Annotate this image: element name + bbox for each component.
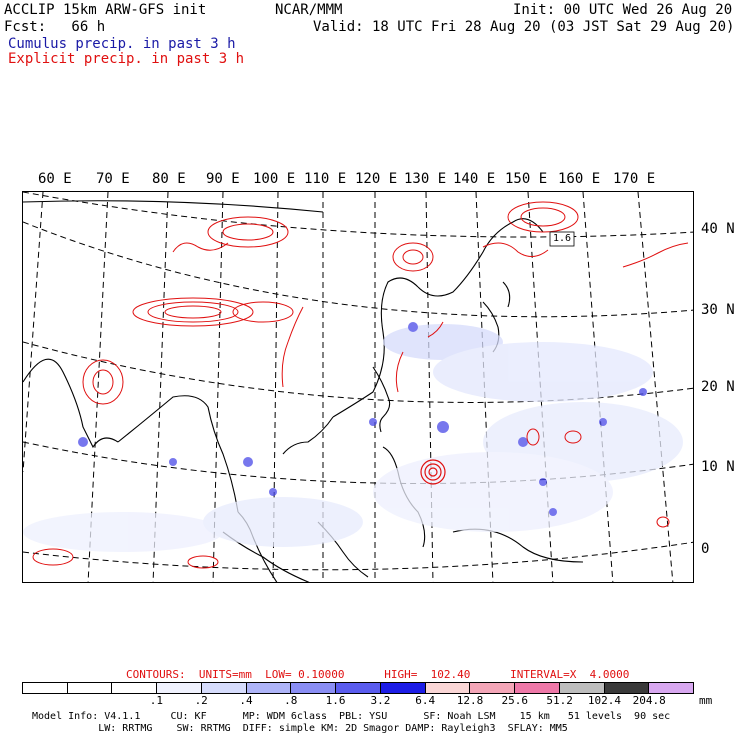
init-time: Init: 00 UTC Wed 26 Aug 20 xyxy=(513,2,733,18)
colorbar-swatch xyxy=(604,683,650,693)
forecast-hour: Fcst: 66 h xyxy=(4,19,106,35)
colorbar-swatch xyxy=(425,683,471,693)
longitude-label: 90 E xyxy=(206,171,240,187)
colorbar-swatch xyxy=(23,683,68,693)
longitude-label: 60 E xyxy=(38,171,72,187)
latitude-label: 30 N xyxy=(701,302,735,318)
cumulus-precip xyxy=(23,322,683,552)
precipitation-map: 1.6 xyxy=(22,191,694,583)
colorbar-swatch xyxy=(470,683,516,693)
colorbar-swatch xyxy=(201,683,247,693)
colorbar-swatch xyxy=(291,683,337,693)
institution-label: NCAR/MMM xyxy=(275,2,343,18)
legend-cumulus: Cumulus precip. in past 3 h xyxy=(8,36,236,52)
latitude-label: 10 N xyxy=(701,459,735,475)
colorbar-tick-label: 12.8 xyxy=(456,694,484,707)
colorbar-swatch xyxy=(649,683,694,693)
colorbar-swatch xyxy=(246,683,292,693)
longitude-label: 80 E xyxy=(152,171,186,187)
colorbar-tick-label: .8 xyxy=(284,694,298,707)
longitude-label: 110 E xyxy=(304,171,347,187)
explicit-precip xyxy=(32,201,689,569)
latitude-label: 20 N xyxy=(701,379,735,395)
longitude-label: 170 E xyxy=(613,171,656,187)
colorbar-tick-label: 51.2 xyxy=(546,694,573,707)
model-info-line1: Model Info: V4.1.1 CU: KF MP: WDM 6class… xyxy=(32,711,671,722)
run-title: ACCLIP 15km ARW-GFS init xyxy=(4,2,207,18)
coastlines xyxy=(23,200,584,582)
colorbar-swatch xyxy=(157,683,202,693)
map-canvas xyxy=(23,192,693,582)
longitude-label: 140 E xyxy=(453,171,496,187)
colorbar-tick-label: 1.6 xyxy=(325,694,346,707)
colorbar-swatch xyxy=(380,683,426,693)
colorbar xyxy=(22,682,694,694)
valid-time: Valid: 18 UTC Fri 28 Aug 20 (03 JST Sat … xyxy=(313,19,735,35)
longitude-label: 130 E xyxy=(404,171,447,187)
longitude-label: 150 E xyxy=(505,171,548,187)
colorbar-swatch xyxy=(112,683,158,693)
colorbar-tick-label: .4 xyxy=(239,694,253,707)
colorbar-tick-label: 102.4 xyxy=(587,694,621,707)
latitude-label: 0 xyxy=(701,541,710,557)
colorbar-tick-label: 3.2 xyxy=(370,694,391,707)
colorbar-tick-label: 204.8 xyxy=(632,694,666,707)
colorbar-tick-label: 6.4 xyxy=(415,694,436,707)
longitude-label: 70 E xyxy=(96,171,130,187)
longitude-label: 100 E xyxy=(253,171,296,187)
latitude-label: 40 N xyxy=(701,221,735,237)
colorbar-swatch xyxy=(336,683,381,693)
longitude-label: 120 E xyxy=(355,171,398,187)
colorbar-tick-label: .2 xyxy=(194,694,208,707)
typhoon-contours xyxy=(420,459,446,485)
colorbar-units: mm xyxy=(699,694,713,707)
colorbar-swatch xyxy=(559,683,605,693)
legend-explicit: Explicit precip. in past 3 h xyxy=(8,51,245,67)
contours-info: CONTOURS: UNITS=mm LOW= 0.10000 HIGH= 10… xyxy=(126,668,630,681)
contour-label: 1.6 xyxy=(553,233,572,244)
colorbar-tick-label: 25.6 xyxy=(501,694,529,707)
colorbar-swatch xyxy=(515,683,560,693)
contour-label-box xyxy=(549,231,575,247)
longitude-label: 160 E xyxy=(558,171,601,187)
colorbar-swatch xyxy=(67,683,113,693)
colorbar-tick-label: .1 xyxy=(149,694,164,707)
model-info-line2: LW: RRTMG SW: RRTMG DIFF: simple KM: 2D … xyxy=(32,723,568,734)
